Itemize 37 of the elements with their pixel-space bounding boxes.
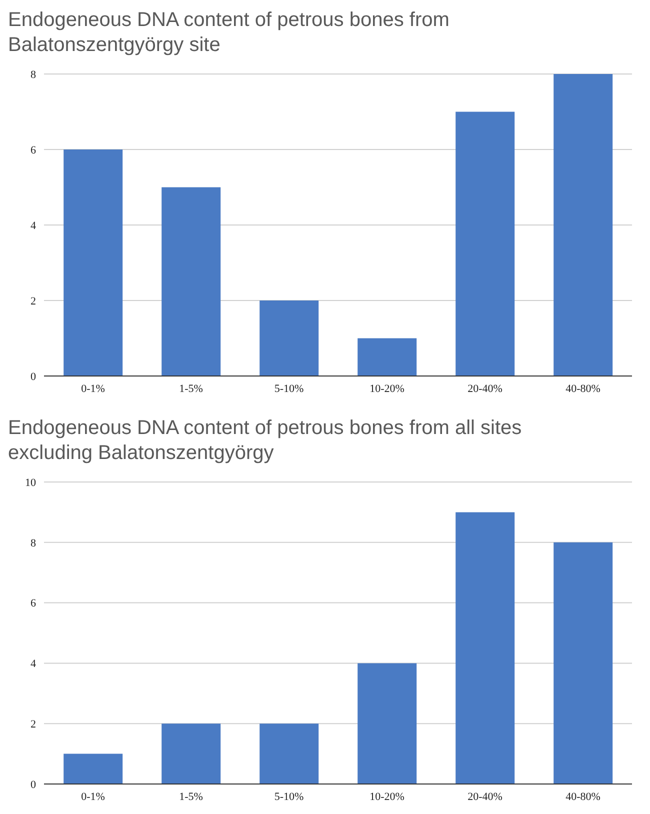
bar: [260, 300, 319, 376]
x-tick-label: 40-80%: [566, 790, 600, 803]
bar: [260, 724, 319, 784]
y-tick-label: 10: [25, 476, 36, 489]
x-tick-label: 0-1%: [81, 382, 105, 395]
y-tick-label: 0: [30, 778, 36, 791]
bar: [64, 150, 123, 376]
y-tick-label: 8: [30, 68, 36, 81]
x-tick-label: 5-10%: [274, 790, 304, 803]
bar: [456, 112, 515, 376]
y-tick-label: 0: [30, 370, 36, 383]
bar: [554, 542, 613, 784]
y-tick-label: 8: [30, 537, 36, 550]
bar: [456, 512, 515, 784]
x-tick-label: 20-40%: [468, 790, 502, 803]
x-tick-label: 10-20%: [370, 790, 404, 803]
bar: [64, 754, 123, 784]
x-tick-label: 5-10%: [274, 382, 304, 395]
x-tick-label: 1-5%: [179, 790, 203, 803]
x-tick-label: 1-5%: [179, 382, 203, 395]
x-tick-label: 10-20%: [370, 382, 404, 395]
x-tick-label: 0-1%: [81, 790, 105, 803]
bar: [162, 187, 221, 376]
y-tick-label: 6: [30, 144, 36, 156]
y-tick-label: 4: [30, 220, 36, 232]
x-tick-label: 20-40%: [468, 382, 502, 395]
x-tick-label: 40-80%: [566, 382, 600, 395]
bar: [358, 338, 417, 376]
bar: [162, 724, 221, 784]
chart-title: Endogeneous DNA content of petrous bones from all sites excluding Balatonszentgyörgy: [8, 416, 523, 466]
bar: [554, 74, 613, 376]
y-tick-label: 6: [30, 598, 36, 610]
bar: [358, 663, 417, 784]
y-tick-label: 2: [30, 718, 36, 731]
chart-title: Endogeneous DNA content of petrous bones from Balatonszentgyörgy site: [8, 8, 450, 58]
y-tick-label: 4: [30, 658, 36, 670]
y-tick-label: 2: [30, 295, 36, 308]
